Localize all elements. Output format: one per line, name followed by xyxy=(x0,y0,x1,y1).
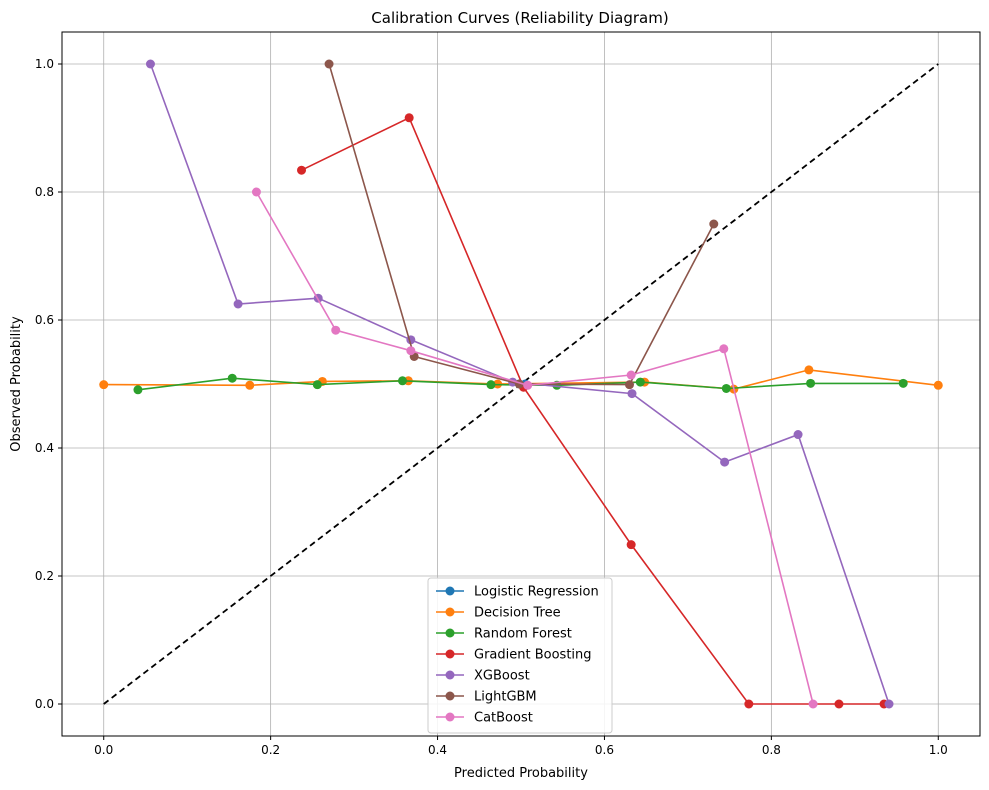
data-point-random-forest xyxy=(397,376,407,386)
x-axis-title: Predicted Probability xyxy=(454,766,588,781)
x-tick-label: 0.4 xyxy=(428,743,447,757)
data-point-random-forest xyxy=(898,378,908,388)
data-point-random-forest xyxy=(486,380,496,390)
data-point-catboost xyxy=(331,325,341,335)
x-tick-label: 1.0 xyxy=(929,743,948,757)
legend-label: Random Forest xyxy=(474,627,572,642)
axis-ticks: 0.0 0.2 0.4 0.6 0.8 1.0 0.0 0.2 0.4 0.6 0.8 1.0 xyxy=(35,57,948,757)
data-point-xgboost xyxy=(884,699,894,709)
legend-label: Logistic Regression xyxy=(474,585,599,600)
data-point-xgboost xyxy=(793,430,803,440)
legend-label: CatBoost xyxy=(474,711,533,726)
data-point-lightgbm xyxy=(709,219,719,229)
data-point-lightgbm xyxy=(624,380,634,390)
x-tick-label: 0.8 xyxy=(762,743,781,757)
legend-marker-lightgbm xyxy=(445,691,455,701)
y-tick-label: 0.6 xyxy=(35,313,54,327)
data-point-decision-tree xyxy=(933,380,943,390)
legend-marker-logistic-regression xyxy=(445,586,455,596)
legend-label: Gradient Boosting xyxy=(474,648,592,663)
legend: Logistic Regression Decision Tree Random F… xyxy=(427,577,613,734)
plot-frame xyxy=(61,31,981,737)
x-tick-label: 0.6 xyxy=(595,743,614,757)
legend-marker-catboost xyxy=(445,712,455,722)
data-point-gradient-boosting xyxy=(404,113,414,123)
y-tick-label: 0.2 xyxy=(35,569,54,583)
legend-marker-gradient-boosting xyxy=(445,649,455,659)
data-point-catboost xyxy=(808,699,818,709)
series-catboost xyxy=(251,187,818,709)
y-tick-label: 0.8 xyxy=(35,185,54,199)
data-point-gradient-boosting xyxy=(834,699,844,709)
data-point-decision-tree xyxy=(99,380,109,390)
data-point-catboost xyxy=(406,346,416,356)
data-point-random-forest xyxy=(133,385,143,395)
data-point-xgboost xyxy=(627,389,637,399)
legend-marker-decision-tree xyxy=(445,607,455,617)
chart-title: Calibration Curves (Reliability Diagram) xyxy=(371,9,668,27)
data-point-decision-tree xyxy=(245,380,255,390)
data-point-lightgbm xyxy=(324,59,334,69)
data-point-gradient-boosting xyxy=(626,540,636,550)
legend-marker-xgboost xyxy=(445,670,455,680)
y-tick-label: 0.4 xyxy=(35,441,54,455)
series-group xyxy=(99,59,943,709)
data-point-catboost xyxy=(626,370,636,380)
y-axis-title: Observed Probability xyxy=(9,316,24,452)
data-point-gradient-boosting xyxy=(744,699,754,709)
data-point-random-forest xyxy=(635,377,645,387)
y-tick-label: 0.0 xyxy=(35,697,54,711)
data-point-xgboost xyxy=(145,59,155,69)
data-point-xgboost xyxy=(720,457,730,467)
x-tick-label: 0.2 xyxy=(261,743,280,757)
legend-label: LightGBM xyxy=(474,690,537,705)
data-point-random-forest xyxy=(312,380,322,390)
legend-label: Decision Tree xyxy=(474,606,561,621)
legend-box xyxy=(427,577,613,734)
legend-label: XGBoost xyxy=(474,669,530,684)
legend-marker-random-forest xyxy=(445,628,455,638)
data-point-catboost xyxy=(523,380,533,390)
data-point-gradient-boosting xyxy=(297,165,307,175)
y-tick-label: 1.0 xyxy=(35,57,54,71)
data-point-catboost xyxy=(251,187,261,197)
data-point-catboost xyxy=(719,344,729,354)
data-point-random-forest xyxy=(227,373,237,383)
x-tick-label: 0.0 xyxy=(94,743,113,757)
data-point-random-forest xyxy=(806,378,816,388)
data-point-random-forest xyxy=(721,383,731,393)
data-point-decision-tree xyxy=(804,365,814,375)
data-point-xgboost xyxy=(233,299,243,309)
